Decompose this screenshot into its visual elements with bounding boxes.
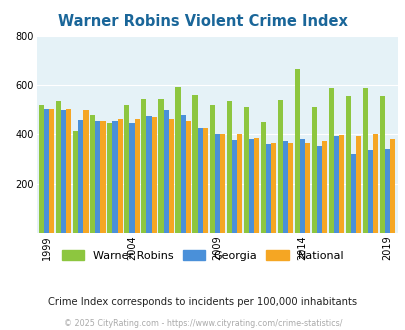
Bar — [350, 154, 355, 233]
Bar — [141, 99, 146, 233]
Bar — [134, 119, 139, 233]
Bar — [236, 135, 241, 233]
Bar — [83, 110, 88, 233]
Bar — [112, 121, 117, 233]
Bar — [321, 141, 326, 233]
Bar — [95, 121, 100, 233]
Bar — [231, 140, 236, 233]
Bar — [61, 110, 66, 233]
Bar — [202, 128, 207, 233]
Bar — [158, 99, 163, 233]
Bar — [214, 135, 219, 233]
Bar — [304, 143, 309, 233]
Bar — [168, 118, 173, 233]
Bar — [345, 96, 350, 233]
Bar — [100, 121, 105, 233]
Bar — [192, 95, 197, 233]
Bar — [78, 120, 83, 233]
Bar — [90, 115, 95, 233]
Bar — [328, 88, 333, 233]
Bar — [49, 109, 54, 233]
Bar — [180, 115, 185, 233]
Bar — [362, 88, 367, 233]
Bar — [294, 69, 299, 233]
Bar — [367, 150, 372, 233]
Bar — [243, 108, 248, 233]
Bar — [151, 116, 156, 233]
Bar — [73, 131, 78, 233]
Bar — [379, 96, 384, 233]
Bar — [175, 86, 180, 233]
Bar — [185, 121, 190, 233]
Bar — [282, 141, 287, 233]
Bar — [355, 136, 360, 233]
Bar — [265, 144, 270, 233]
Bar — [107, 123, 112, 233]
Bar — [248, 139, 253, 233]
Bar — [163, 111, 168, 233]
Bar — [219, 135, 224, 233]
Bar — [39, 105, 44, 233]
Bar — [311, 108, 316, 233]
Bar — [333, 136, 338, 233]
Bar — [56, 101, 61, 233]
Bar — [66, 109, 71, 233]
Bar — [372, 135, 377, 233]
Bar — [299, 139, 304, 233]
Bar — [44, 109, 49, 233]
Bar — [316, 146, 321, 233]
Bar — [146, 116, 151, 233]
Bar — [209, 105, 214, 233]
Bar — [270, 143, 275, 233]
Text: Warner Robins Violent Crime Index: Warner Robins Violent Crime Index — [58, 14, 347, 29]
Bar — [277, 100, 282, 233]
Text: Crime Index corresponds to incidents per 100,000 inhabitants: Crime Index corresponds to incidents per… — [48, 297, 357, 307]
Legend: Warner Robins, Georgia, National: Warner Robins, Georgia, National — [60, 248, 345, 263]
Bar — [226, 101, 231, 233]
Bar — [124, 105, 129, 233]
Bar — [384, 149, 389, 233]
Bar — [197, 128, 202, 233]
Bar — [287, 143, 292, 233]
Text: © 2025 CityRating.com - https://www.cityrating.com/crime-statistics/: © 2025 CityRating.com - https://www.city… — [64, 319, 341, 328]
Bar — [129, 123, 134, 233]
Bar — [117, 118, 122, 233]
Bar — [338, 135, 343, 233]
Bar — [253, 138, 258, 233]
Bar — [389, 139, 394, 233]
Bar — [260, 122, 265, 233]
